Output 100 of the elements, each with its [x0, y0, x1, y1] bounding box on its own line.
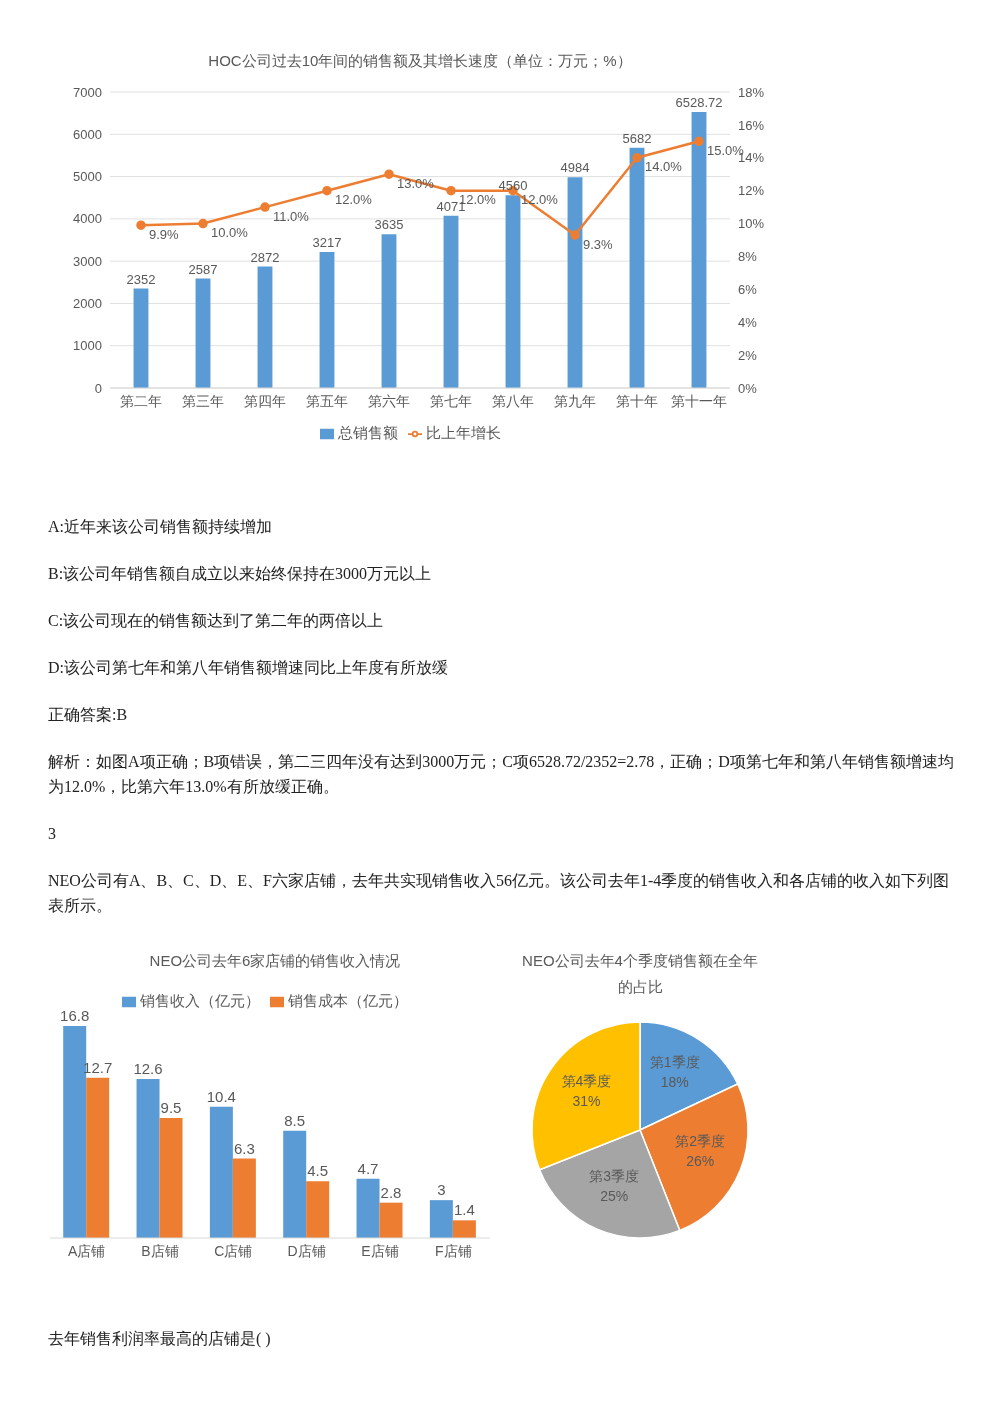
- slice-label: 第1季度: [649, 1054, 700, 1071]
- data-label: 9.5: [160, 1099, 182, 1117]
- x-tick-label: C店铺: [214, 1242, 253, 1259]
- bar: [356, 1178, 380, 1238]
- y-tick-label: 0: [94, 380, 102, 396]
- x-tick-label: F店铺: [435, 1242, 472, 1259]
- y2-tick-label: 6%: [738, 281, 758, 297]
- y2-tick-label: 10%: [738, 216, 765, 232]
- x-tick-label: 第七年: [430, 392, 472, 409]
- data-label: 2352: [126, 271, 156, 287]
- data-label: 3: [437, 1181, 446, 1199]
- data-label: 5682: [622, 130, 652, 146]
- bar: [195, 278, 211, 388]
- data-label: 6.3: [233, 1139, 255, 1157]
- y-tick-label: 6000: [73, 126, 102, 142]
- x-tick-label: 第二年: [120, 392, 162, 409]
- slice-label: 第3季度: [589, 1168, 640, 1185]
- data-label: 2872: [250, 249, 280, 265]
- x-tick-label: 第十年: [616, 392, 658, 409]
- point: [694, 136, 704, 147]
- point: [446, 185, 456, 196]
- legend-label: 比上年增长: [425, 424, 501, 441]
- point: [384, 169, 394, 179]
- point: [136, 220, 146, 230]
- data-label: 1.4: [453, 1201, 475, 1219]
- y-tick-label: 4000: [73, 211, 102, 227]
- data-label: 2587: [188, 261, 218, 277]
- bar: [86, 1077, 110, 1238]
- text: 解析：如图A项正确；B项错误，第二三四年没有达到3000万元；C项6528.72/2352=2.78，正确；D项第七年和第八年销售额增速均为12.0%，比第六年13.0%有所放缓正确。: [48, 752, 955, 797]
- bar: [505, 195, 521, 388]
- bar: [379, 1202, 403, 1238]
- y2-tick-label: 0%: [738, 380, 758, 396]
- data-label: 4.5: [307, 1162, 329, 1180]
- x-tick-label: 第三年: [182, 392, 224, 409]
- text: D:该公司第七年和第八年销售额增速同比上年度有所放缓: [48, 658, 449, 678]
- data-label: 9.9%: [149, 226, 180, 242]
- point: [632, 153, 642, 163]
- data-label: 3635: [374, 217, 404, 233]
- text: 正确答案:B: [48, 705, 129, 725]
- slice-label: 第4季度: [561, 1072, 612, 1089]
- point: [260, 202, 270, 212]
- x-tick-label: 第八年: [492, 392, 534, 409]
- data-label: 25%: [600, 1188, 629, 1205]
- text: NEO公司有A、B、C、D、E、F六家店铺，去年共实现销售收入56亿元。该公司去年1-4季度的销售收入和各店铺的收入如下列图表所示。: [48, 871, 951, 916]
- data-label: 10.4: [206, 1087, 236, 1105]
- y-tick-label: 5000: [73, 169, 102, 185]
- x-tick-label: 第十一年: [671, 392, 727, 409]
- point: [570, 230, 580, 240]
- bar: [429, 1200, 453, 1238]
- text: 3: [48, 824, 57, 844]
- data-label: 14.0%: [645, 159, 683, 175]
- x-tick-label: 第六年: [368, 392, 410, 409]
- bar: [159, 1118, 183, 1238]
- bar: [209, 1106, 233, 1238]
- data-label: 12.6: [133, 1060, 163, 1077]
- y-tick-label: 7000: [73, 84, 102, 100]
- x-tick-label: B店铺: [141, 1242, 179, 1259]
- chart-title: NEO公司去年4个季度销售额在全年的占比: [521, 951, 759, 997]
- chart-title: HOC公司过去10年间的销售额及其增长速度（单位：万元；%）: [207, 51, 633, 71]
- bar: [443, 215, 459, 388]
- data-label: 18%: [660, 1074, 689, 1091]
- bar: [257, 266, 273, 388]
- data-label: 11.0%: [273, 208, 310, 224]
- data-label: 4984: [560, 160, 590, 176]
- bar: [691, 111, 707, 388]
- data-label: 9.3%: [583, 236, 614, 252]
- bar: [232, 1158, 256, 1238]
- data-label: 31%: [572, 1092, 601, 1109]
- data-label: 6528.72: [675, 94, 723, 110]
- bar: [381, 234, 397, 388]
- data-label: 26%: [686, 1152, 715, 1169]
- y2-tick-label: 12%: [738, 183, 765, 199]
- bar: [452, 1220, 476, 1238]
- y2-tick-label: 8%: [738, 249, 758, 265]
- bar: [306, 1181, 330, 1238]
- legend-label: 销售收入（亿元）: [140, 992, 260, 1009]
- y-tick-label: 3000: [73, 253, 102, 269]
- point: [322, 185, 332, 196]
- y-tick-label: 2000: [73, 296, 102, 312]
- legend-label: 销售成本（亿元）: [288, 992, 408, 1009]
- y2-tick-label: 18%: [738, 84, 765, 100]
- x-tick-label: 第九年: [554, 392, 596, 409]
- data-label: 12.0%: [335, 192, 373, 208]
- data-label: 10.0%: [211, 225, 249, 241]
- bar: [319, 251, 335, 388]
- data-label: 2.8: [380, 1183, 402, 1201]
- bar: [133, 288, 149, 388]
- y-tick-label: 1000: [73, 338, 102, 354]
- x-tick-label: 第四年: [244, 392, 286, 409]
- point: [198, 218, 208, 229]
- legend-label: 总销售额: [337, 424, 398, 441]
- chart-title: NEO公司去年6家店铺的销售收入情况: [148, 951, 402, 971]
- y2-tick-label: 4%: [738, 314, 758, 330]
- data-label: 3217: [312, 234, 342, 250]
- text: A:近年来该公司销售额持续增加: [48, 517, 273, 537]
- bar: [567, 177, 583, 388]
- text: B:该公司年销售额自成立以来始终保持在3000万元以上: [48, 564, 433, 584]
- x-tick-label: 第五年: [306, 392, 348, 409]
- text: C:该公司现在的销售额达到了第二年的两倍以上: [48, 611, 385, 631]
- y2-tick-label: 16%: [738, 117, 765, 133]
